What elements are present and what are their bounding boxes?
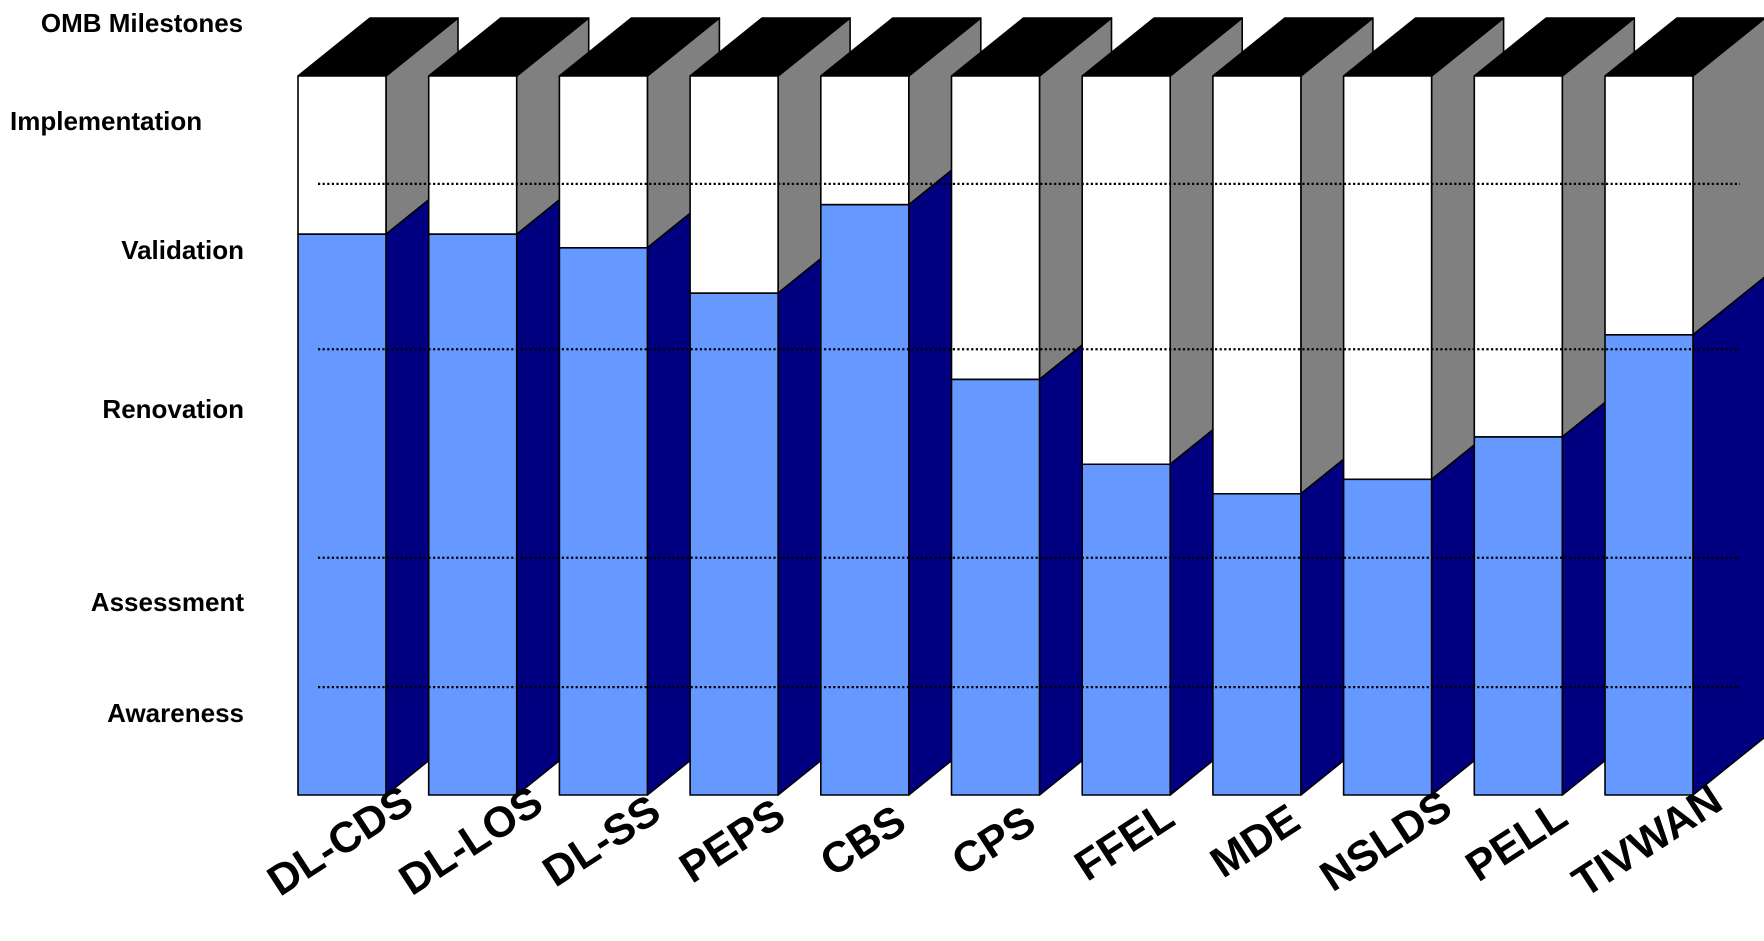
bar-front-empty	[950, 75, 1041, 381]
bar-tivwan	[1604, 17, 1764, 796]
bar-front-empty	[427, 75, 518, 235]
bar-front-filled	[819, 203, 910, 796]
bar-front-empty	[1081, 75, 1171, 466]
chart-title: OMB Milestones	[40, 8, 244, 38]
category-label-dl-cds: DL-CDS	[259, 777, 421, 906]
bar-front-empty	[297, 75, 387, 235]
bar-ffel	[1081, 17, 1243, 796]
category-label-mde: MDE	[1202, 795, 1308, 887]
category-label-pell: PELL	[1458, 791, 1576, 891]
bar-front-filled	[1473, 436, 1564, 796]
bar-front-empty	[1604, 75, 1694, 336]
level-label-awareness: Awareness	[107, 698, 244, 728]
category-label-ffel: FFEL	[1066, 792, 1182, 891]
bar-front-filled	[1212, 492, 1302, 796]
bars-layer	[297, 17, 1764, 796]
bar-side-filled	[1692, 276, 1764, 796]
level-label-renovation: Renovation	[102, 394, 244, 424]
bar-front-empty	[1212, 75, 1302, 495]
bar-front-filled	[950, 378, 1041, 796]
bar-front-empty	[558, 75, 649, 249]
bar-front-filled	[689, 292, 779, 796]
category-label-cps: CPS	[944, 797, 1044, 885]
bar-front-empty	[1342, 75, 1433, 481]
bar-front-filled	[1604, 334, 1694, 796]
bar-front-filled	[1081, 463, 1171, 796]
category-label-peps: PEPS	[671, 790, 793, 893]
level-label-validation: Validation	[121, 235, 244, 265]
bar-front-filled	[1342, 478, 1433, 796]
level-label-implementation: Implementation	[10, 106, 203, 136]
category-label-dl-los: DL-LOS	[391, 778, 551, 905]
level-label-assessment: Assessment	[90, 587, 244, 617]
bar-front-empty	[1473, 75, 1564, 438]
category-label-cbs: CBS	[812, 796, 914, 886]
category-label-nslds: NSLDS	[1312, 781, 1460, 901]
bar-front-empty	[819, 75, 910, 206]
bar-front-filled	[558, 247, 649, 796]
bar-front-filled	[427, 233, 518, 796]
bar-front-filled	[297, 233, 387, 796]
category-label-dl-ss: DL-SS	[535, 786, 669, 897]
